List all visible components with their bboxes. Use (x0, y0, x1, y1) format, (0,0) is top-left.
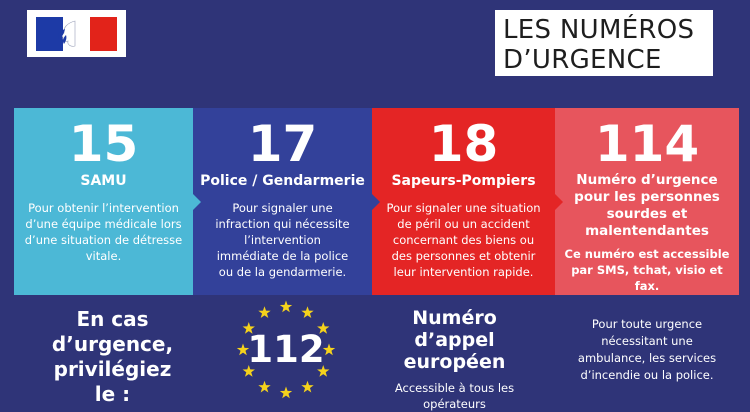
star-icon (317, 365, 330, 377)
card-samu: 15 SAMU Pour obtenir l’intervention d’un… (14, 108, 193, 295)
card-police: 17 Police / Gendarmerie Pour signaler un… (193, 108, 372, 295)
page-title-line-1: LES NUMÉROS (503, 15, 695, 45)
star-icon (301, 380, 314, 393)
star-icon (242, 322, 255, 334)
star-icon (236, 343, 250, 356)
card-description: Pour signaler une infraction qui nécessi… (215, 201, 350, 279)
arrow-icon (372, 194, 380, 210)
page-title: LES NUMÉROS D’URGENCE (495, 10, 713, 76)
prefer-text: En cas d’urgence, privilégiez le : (51, 307, 174, 406)
emergency-note: Pour toute urgence nécessitant une ambul… (577, 317, 717, 382)
eu-stars-icon (236, 300, 336, 399)
card-name: Police / Gendarmerie (200, 173, 365, 189)
card-pompiers: 18 Sapeurs-Pompiers Pour signaler une si… (372, 108, 555, 295)
card-name: SAMU (80, 173, 127, 189)
card-description: Ce numéro est accessible par SMS, tchat,… (564, 247, 730, 293)
card-description: Pour signaler une situation de péril ou … (386, 201, 541, 279)
european-title: Numéro d’appel européen (403, 307, 506, 373)
marianne-logo-icon (35, 16, 118, 51)
star-icon (258, 306, 271, 319)
star-icon (258, 380, 271, 393)
card-description: Pour obtenir l’intervention d’une équipe… (24, 201, 183, 263)
arrow-icon (555, 194, 563, 210)
page-title-line-2: D’URGENCE (503, 45, 662, 75)
card-114: 114 Numéro d’urgence pour les personnes … (555, 108, 739, 295)
european-number-value: 112 (247, 328, 325, 371)
card-name: Numéro d’urgence pour les personnes sour… (574, 172, 720, 239)
european-number: 112 (226, 300, 346, 400)
european-call: Numéro d’appel européen Accessible à tou… (372, 307, 537, 412)
star-icon (301, 306, 314, 319)
card-number: 18 (428, 115, 499, 173)
arrow-icon (193, 194, 201, 210)
emergency-numbers: 15 SAMU Pour obtenir l’intervention d’un… (14, 108, 739, 295)
star-icon (279, 386, 293, 399)
card-name: Sapeurs-Pompiers (391, 173, 536, 189)
star-icon (322, 343, 336, 356)
star-icon (242, 365, 255, 377)
card-number: 15 (68, 115, 139, 173)
card-number: 114 (594, 115, 700, 173)
star-icon (279, 300, 293, 313)
star-icon (317, 322, 330, 334)
card-number: 17 (247, 115, 318, 173)
bottom-section: En cas d’urgence, privilégiez le : 112 N… (0, 300, 750, 411)
government-logo (27, 10, 126, 57)
european-subtitle: Accessible à tous les opérateurs (394, 381, 515, 411)
